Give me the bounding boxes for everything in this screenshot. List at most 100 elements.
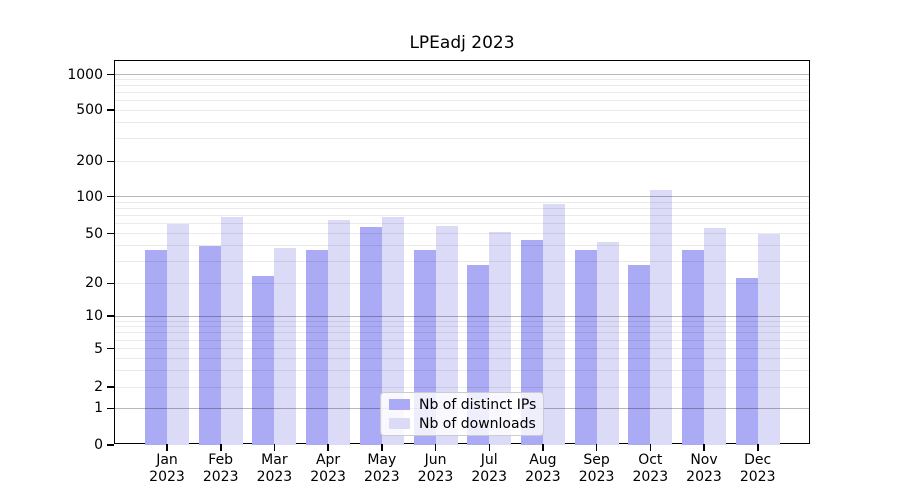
gridline-y-900 xyxy=(115,79,809,81)
bar-downloads-jun xyxy=(435,225,458,445)
gridline-y-300 xyxy=(115,138,809,140)
gridline-y-50 xyxy=(115,233,809,234)
gridline-y-5 xyxy=(115,348,809,350)
y-tick-label-2: 2 xyxy=(94,379,103,395)
bar-downloads-sep xyxy=(596,241,619,445)
legend-item-downloads: Nb of downloads xyxy=(387,414,537,433)
bar-downloads-jan xyxy=(167,223,189,445)
x-tick-may xyxy=(381,443,383,451)
legend-label-downloads: Nb of downloads xyxy=(419,415,536,432)
bar-distinct-ips-feb xyxy=(198,245,221,445)
x-tick-jul xyxy=(488,443,490,451)
gridline-y-500 xyxy=(115,109,809,111)
bar-distinct-ips-dec xyxy=(735,278,758,445)
gridline-y-9 xyxy=(115,320,809,322)
legend-label-distinct-ips: Nb of distinct IPs xyxy=(419,396,537,413)
x-tick-feb xyxy=(220,443,222,451)
bar-distinct-ips-nov xyxy=(682,249,704,445)
bar-downloads-aug xyxy=(542,203,565,445)
x-tick-jun xyxy=(434,443,437,451)
y-tick-label-10: 10 xyxy=(85,308,103,324)
legend: Nb of distinct IPs Nb of downloads xyxy=(380,392,544,436)
gridline-y-40 xyxy=(115,245,809,247)
y-tick-label-20: 20 xyxy=(85,275,103,292)
gridline-y-3 xyxy=(115,369,809,371)
bar-downloads-nov xyxy=(704,228,726,445)
legend-item-distinct-ips: Nb of distinct IPs xyxy=(387,395,537,414)
bar-downloads-dec xyxy=(757,233,780,445)
y-tick-label-50: 50 xyxy=(85,225,103,242)
y-tick-5 xyxy=(106,347,114,350)
gridline-y-400 xyxy=(115,122,809,123)
gridline-y-6 xyxy=(115,339,809,341)
gridline-y-7 xyxy=(115,332,809,334)
bar-distinct-ips-apr xyxy=(306,249,329,445)
gridline-y-70 xyxy=(115,215,809,217)
y-tick-50 xyxy=(106,232,114,235)
bar-downloads-mar xyxy=(274,248,297,445)
gridline-y-90 xyxy=(115,201,809,203)
plot-area: 0 1 2 5 10 20 50 100 200 500 1000 Jan 2023 Feb 2023 M… xyxy=(67,60,810,485)
x-tick-label-dec: Dec 2023 xyxy=(739,452,776,485)
x-tick-sep xyxy=(595,443,598,451)
gridline-y-1000 xyxy=(115,74,809,75)
x-tick-label-jul: Jul 2023 xyxy=(471,452,507,485)
x-tick-label-oct: Oct 2023 xyxy=(632,452,669,485)
x-tick-label-feb: Feb 2023 xyxy=(202,452,239,485)
gridline-y-30 xyxy=(115,260,809,262)
gridline-y-800 xyxy=(115,85,809,87)
bar-downloads-oct xyxy=(650,189,673,445)
x-tick-label-apr: Apr 2023 xyxy=(310,452,346,485)
x-tick-nov xyxy=(703,443,705,451)
x-tick-label-jan: Jan 2023 xyxy=(149,452,185,485)
bar-distinct-ips-mar xyxy=(252,275,275,445)
y-tick-1000 xyxy=(106,73,114,76)
y-tick-10 xyxy=(106,315,114,317)
y-tick-label-1000: 1000 xyxy=(67,66,103,83)
x-tick-oct xyxy=(649,443,651,451)
bar-distinct-ips-sep xyxy=(574,249,597,445)
y-tick-200 xyxy=(106,160,114,162)
bar-distinct-ips-jan xyxy=(145,249,167,445)
x-tick-label-mar: Mar 2023 xyxy=(256,452,293,485)
x-tick-label-nov: Nov 2023 xyxy=(686,452,722,485)
gridline-y-4 xyxy=(115,357,809,359)
bar-downloads-feb xyxy=(220,217,243,445)
y-tick-label-5: 5 xyxy=(94,340,103,357)
bar-distinct-ips-oct xyxy=(628,265,651,445)
x-tick-apr xyxy=(327,443,329,451)
y-tick-label-100: 100 xyxy=(76,188,103,205)
gridline-y-700 xyxy=(115,92,809,94)
y-tick-20 xyxy=(106,282,114,285)
bar-downloads-apr xyxy=(328,220,351,445)
chart-title: LPEadj 2023 xyxy=(409,33,515,53)
gridline-y-80 xyxy=(115,208,809,209)
x-tick-dec xyxy=(757,443,759,451)
y-tick-label-0: 0 xyxy=(94,437,103,453)
y-tick-label-200: 200 xyxy=(76,153,103,170)
y-tick-label-1: 1 xyxy=(94,400,103,417)
y-tick-100 xyxy=(106,195,114,198)
legend-swatch-downloads xyxy=(389,418,410,429)
gridline-y-20 xyxy=(115,282,809,284)
gridline-y-10 xyxy=(115,315,809,317)
x-tick-label-sep: Sep 2023 xyxy=(578,452,615,485)
x-tick-mar xyxy=(273,443,276,451)
bar-downloads-may xyxy=(381,217,404,445)
y-tick-0 xyxy=(106,444,114,446)
y-tick-2 xyxy=(106,386,114,388)
gridline-y-8 xyxy=(115,326,809,327)
x-tick-aug xyxy=(542,443,544,451)
legend-swatch-distinct-ips xyxy=(389,399,410,410)
x-tick-jan xyxy=(166,443,168,451)
y-tick-1 xyxy=(106,407,114,410)
bar-downloads-jul xyxy=(489,232,512,445)
y-tick-500 xyxy=(106,109,114,111)
y-tick-label-500: 500 xyxy=(76,102,103,118)
bar-distinct-ips-may xyxy=(359,226,382,445)
x-tick-label-aug: Aug 2023 xyxy=(525,452,561,485)
gridline-y-100 xyxy=(115,196,809,198)
x-tick-label-may: May 2023 xyxy=(363,452,400,485)
gridline-y-60 xyxy=(115,223,809,225)
